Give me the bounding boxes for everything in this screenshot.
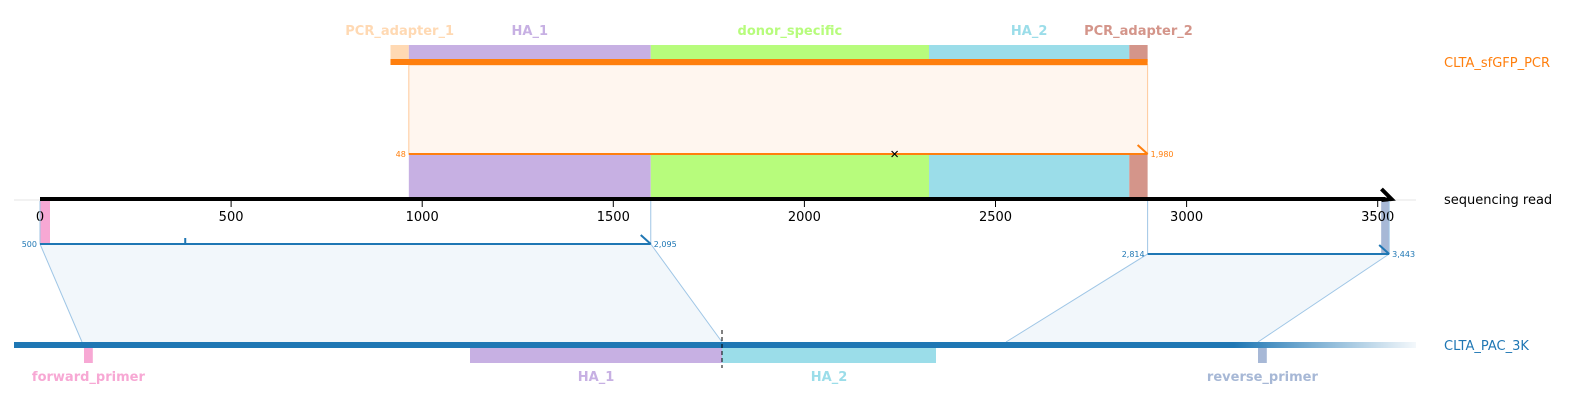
read-tick-label: 3000: [1170, 210, 1203, 225]
main-layer: 0 500 1000 1500 2000 2500 3000 3500PCR_adapter_…: [14, 24, 1416, 385]
pcr-alignment-start-label: 48: [396, 150, 406, 159]
genome-alignment-region: [1006, 254, 1390, 342]
pcr-track-label: CLTA_sfGFP_PCR: [1444, 56, 1550, 71]
mismatch-marker: [891, 150, 899, 158]
genome-alignment-arrow: [640, 234, 652, 245]
genome-alignment-region: [40, 244, 722, 342]
genome-alignment-start-label: 2,814: [1122, 250, 1145, 259]
pcr-feature-block: [650, 45, 929, 62]
pcr-feature-label: donor_specific: [738, 24, 843, 39]
pcr-feature-label: PCR_adapter_2: [1084, 24, 1193, 39]
pcr-feature-label: HA_2: [1011, 24, 1048, 39]
pcr-feature-projection: [928, 154, 1130, 197]
genome-feature-block: [722, 348, 936, 363]
pcr-feature-label: HA_1: [512, 24, 549, 39]
genome-feature-block: [84, 348, 93, 363]
read-tick-label: 2500: [979, 210, 1012, 225]
read-tick-label: 500: [219, 210, 244, 225]
read-tick-label: 1000: [406, 210, 439, 225]
genome-track-fade: [1234, 342, 1416, 348]
genome-alignment-start-label: 500: [22, 240, 37, 249]
pcr-feature-block: [408, 45, 651, 62]
pcr-feature-label: PCR_adapter_1: [345, 24, 454, 39]
read-tick-label: 2000: [788, 210, 821, 225]
genome-alignment-arrow: [1378, 244, 1390, 255]
read-tick-label: 1500: [597, 210, 630, 225]
genome-alignment-edge: [1257, 253, 1390, 343]
pcr-alignment-region: [408, 64, 1149, 155]
reverse-primer-read-projection: [1381, 201, 1390, 254]
genome-alignment-edge: [1005, 253, 1148, 343]
pcr-feature-block: [390, 45, 409, 62]
read-track-label: sequencing read: [1444, 193, 1552, 208]
pcr-feature-block: [1129, 45, 1148, 62]
pcr-alignment-end-label: 1,980: [1151, 150, 1174, 159]
read-arrow-head: [1380, 187, 1396, 202]
genome-alignment-edge: [39, 243, 83, 343]
genome-feature-block: [1258, 348, 1267, 363]
genome-feature-label: reverse_primer: [1207, 370, 1319, 385]
forward-primer-read-projection: [40, 201, 50, 244]
pcr-feature-block: [928, 45, 1130, 62]
pcr-feature-projection: [408, 154, 651, 197]
genome-alignment-edge: [650, 243, 723, 343]
genome-feature-label: forward_primer: [32, 370, 146, 385]
genome-alignment-end-label: 3,443: [1392, 250, 1415, 259]
read-tick-label: 3500: [1361, 210, 1394, 225]
genome-alignment-end-label: 2,095: [654, 240, 677, 249]
pcr-alignment-arrow: [1136, 144, 1149, 155]
genome-track-label: CLTA_PAC_3K: [1444, 339, 1529, 354]
pcr-feature-projection: [1129, 154, 1148, 197]
background-layer: [14, 64, 1416, 342]
pcr-feature-projection: [650, 154, 929, 197]
genome-feature-label: HA_1: [578, 370, 615, 385]
genome-feature-label: HA_2: [811, 370, 848, 385]
genome-feature-block: [470, 348, 722, 363]
